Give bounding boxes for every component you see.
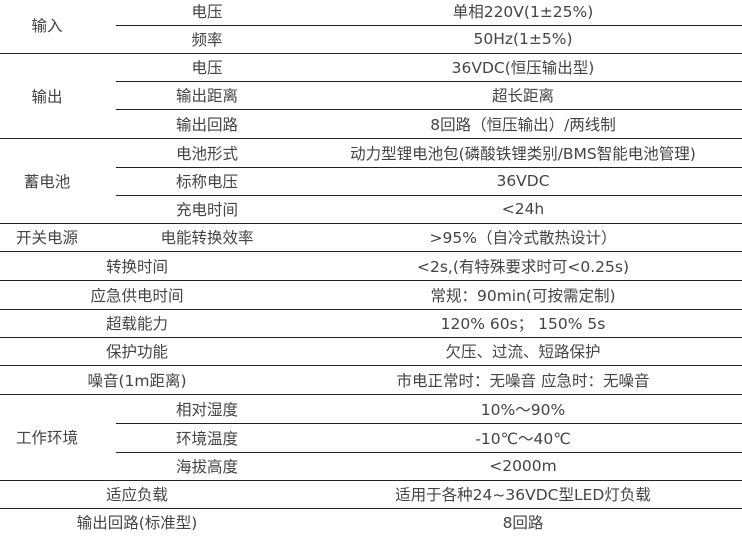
row-value: 36VDC(恒压输出型) xyxy=(451,59,595,77)
row-value: 8回路 xyxy=(502,514,544,532)
row-value: 单相220V(1±25%) xyxy=(452,3,594,21)
row-value: 常规：90min(可按需定制) xyxy=(430,286,616,305)
row-sublabel: 电能转换效率 xyxy=(160,229,254,247)
row-value: 8回路（恒压输出）/两线制 xyxy=(430,115,616,134)
row-divider xyxy=(0,251,742,252)
row-value: <24h xyxy=(501,200,545,218)
sub-row-divider xyxy=(116,167,742,168)
row-value: 超长距离 xyxy=(491,87,554,105)
sub-row-divider xyxy=(116,452,742,453)
row-sublabel: 电压 xyxy=(191,59,223,77)
row-divider xyxy=(0,138,742,139)
row-sublabel: 频率 xyxy=(191,31,223,49)
row-label: 超载能力 xyxy=(105,315,168,333)
row-label: 适应负载 xyxy=(105,486,168,504)
sub-row-divider xyxy=(116,195,742,196)
row-value: 10%～90% xyxy=(480,400,566,419)
row-divider xyxy=(0,280,742,281)
row-divider xyxy=(0,337,742,338)
row-label: 噪音(1m距离) xyxy=(87,371,187,390)
row-divider xyxy=(0,508,742,509)
group-label: 工作环境 xyxy=(15,429,78,447)
row-divider xyxy=(0,394,742,395)
row-value: 动力型锂电池包(磷酸铁锂类别/BMS智能电池管理) xyxy=(350,144,696,163)
row-value: <2000m xyxy=(489,457,557,475)
row-sublabel: 相对湿度 xyxy=(175,400,238,419)
row-label: 输出回路(标准型) xyxy=(76,514,198,532)
row-sublabel: 海拔高度 xyxy=(175,458,238,476)
row-value: <2s,(有特殊要求时可<0.25s) xyxy=(416,257,630,276)
row-value: 50Hz(1±5%) xyxy=(473,30,573,48)
row-value: 36VDC xyxy=(496,172,550,190)
group-label: 输出 xyxy=(31,87,63,106)
row-divider xyxy=(0,480,742,481)
row-divider xyxy=(0,53,742,54)
row-sublabel: 电压 xyxy=(191,3,223,21)
row-value: 适用于各种24~36VDC型LED灯负载 xyxy=(395,486,651,504)
row-sublabel: 输出回路 xyxy=(175,115,238,134)
sub-row-divider xyxy=(116,423,742,424)
row-label: 应急供电时间 xyxy=(90,286,184,305)
row-value: >95%（自冷式散热设计） xyxy=(429,229,617,247)
row-sublabel: 标称电压 xyxy=(175,173,238,191)
row-value: 欠压、过流、短路保护 xyxy=(445,343,601,361)
row-value: 120% 60s； 150% 5s xyxy=(440,315,606,333)
group-label: 开关电源 xyxy=(15,229,78,247)
row-divider xyxy=(0,365,742,366)
sub-row-divider xyxy=(116,81,742,82)
row-label: 保护功能 xyxy=(105,343,168,361)
row-divider xyxy=(0,223,742,224)
row-value: 市电正常时：无噪音 应急时：无噪音 xyxy=(396,371,650,390)
sub-row-divider xyxy=(116,109,742,110)
row-value: -10℃～40℃ xyxy=(475,429,571,448)
row-sublabel: 环境温度 xyxy=(175,429,238,448)
row-label: 转换时间 xyxy=(105,257,168,276)
sub-row-divider xyxy=(116,25,742,26)
row-sublabel: 充电时间 xyxy=(175,201,238,219)
row-divider xyxy=(0,309,742,310)
group-label: 蓄电池 xyxy=(23,172,71,191)
row-sublabel: 输出距离 xyxy=(175,87,238,105)
group-label: 输入 xyxy=(31,17,63,35)
row-sublabel: 电池形式 xyxy=(175,144,238,163)
